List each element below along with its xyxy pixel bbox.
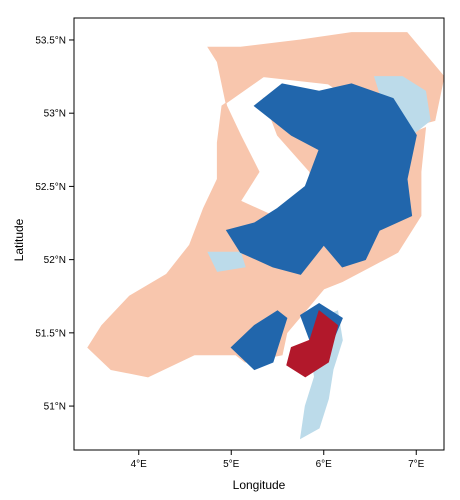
x-tick-label-1: 5°E	[223, 459, 240, 470]
plot-frame	[73, 17, 445, 451]
x-tick-label-3: 7°E	[408, 459, 425, 470]
region-dark-red-7	[286, 310, 339, 378]
y-tick-label-5: 53.5°N	[35, 35, 66, 46]
region-dark-blue-4	[225, 83, 417, 275]
region-light-blue-3	[207, 251, 246, 272]
x-axis-title: Longitude	[233, 478, 286, 492]
y-tick-label-1: 51.5°N	[35, 328, 66, 339]
y-tick-label-0: 51°N	[44, 402, 66, 413]
y-tick-label-3: 52.5°N	[35, 182, 66, 193]
y-axis: 51°N 51.5°N 52°N 52.5°N 53°N 53.5°N	[35, 35, 74, 413]
x-tick-label-2: 6°E	[316, 459, 333, 470]
map-regions	[87, 32, 444, 440]
region-dark-blue-5	[230, 310, 288, 371]
y-tick-label-4: 53°N	[44, 109, 66, 120]
x-tick-label-0: 4°E	[131, 459, 148, 470]
x-axis: 4°E 5°E 6°E 7°E	[131, 450, 425, 470]
y-axis-title: Latitude	[12, 218, 26, 261]
y-tick-label-2: 52°N	[44, 255, 66, 266]
